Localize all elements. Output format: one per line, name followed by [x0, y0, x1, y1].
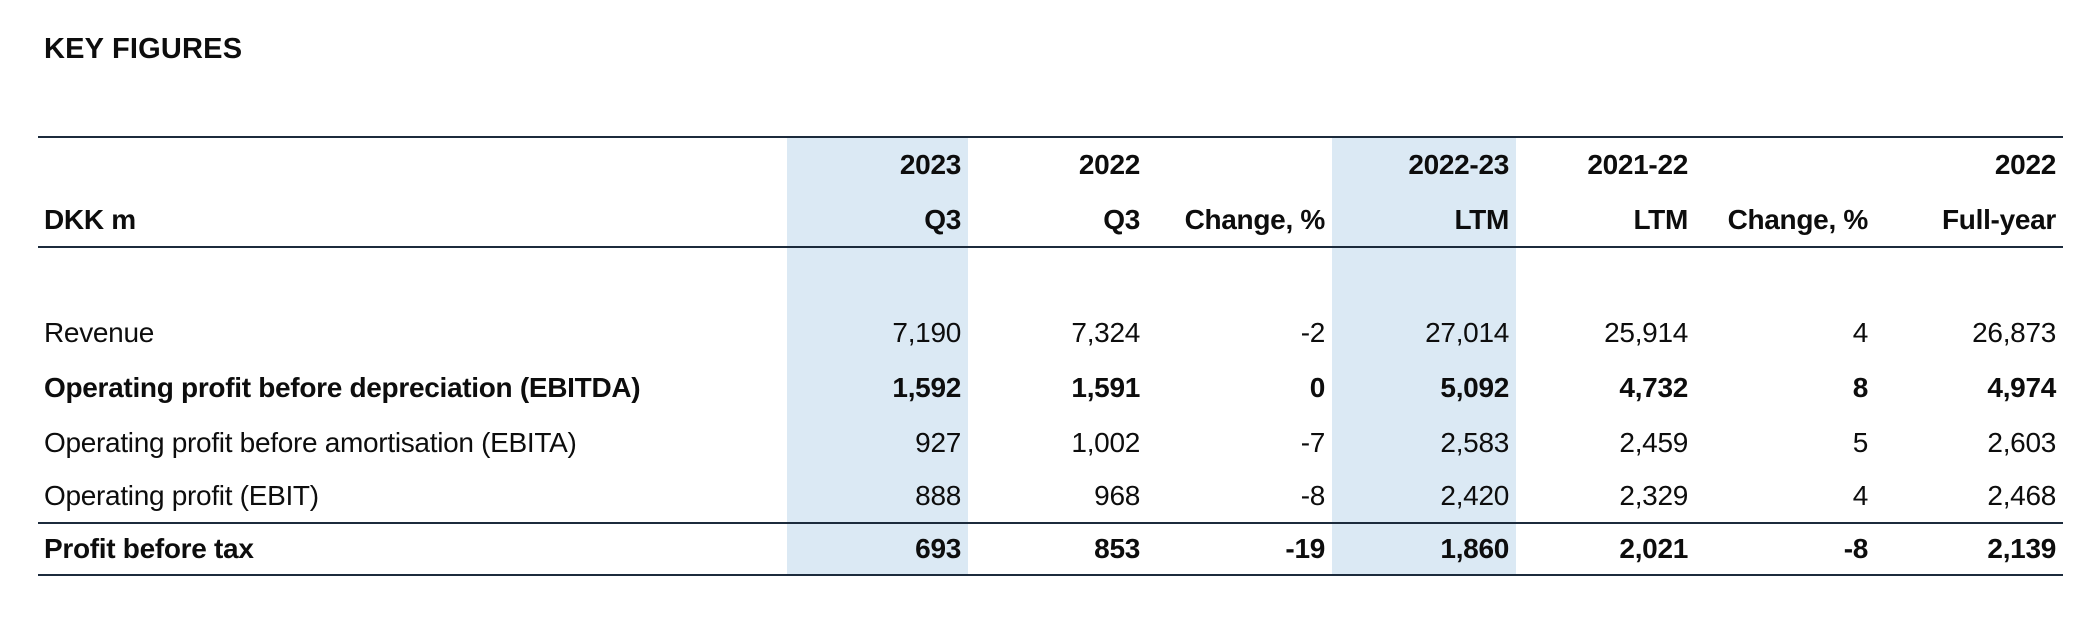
rule-top	[38, 136, 2063, 138]
key-figures-table: 2023 2022 2022-23 2021-22 2022 DKK m Q3 …	[38, 136, 2063, 576]
header-period: Full-year	[1941, 203, 2056, 235]
cell-value: 8	[1852, 371, 1869, 403]
cell-value: 5	[1852, 426, 1869, 458]
cell-value: 853	[1094, 533, 1140, 564]
header-row-years: 2023 2022 2022-23 2021-22 2022	[38, 136, 2063, 193]
row-label: Profit before tax	[44, 533, 254, 564]
cell-value: 888	[915, 480, 961, 511]
cell-value: 4,732	[1619, 371, 1688, 403]
cell-value: 7,324	[1071, 317, 1140, 348]
cell-value: -8	[1300, 480, 1326, 511]
header-year: 2022	[1078, 148, 1140, 180]
cell-value: 2,459	[1619, 426, 1688, 458]
header-period: Q3	[1103, 203, 1140, 235]
cell-value: 26,873	[1972, 317, 2056, 348]
cell-value: 1,860	[1440, 533, 1509, 564]
cell-value: 2,021	[1619, 533, 1688, 564]
header-row-periods: DKK m Q3 Q3 Change, % LTM LTM Change, % …	[38, 193, 2063, 246]
cell-value: 2,468	[1987, 480, 2056, 511]
header-period: Q3	[924, 203, 961, 235]
rule-above-total	[38, 522, 2063, 524]
table-body: 2023 2022 2022-23 2021-22 2022 DKK m Q3 …	[38, 136, 2063, 576]
cell-value: 2,139	[1987, 533, 2056, 564]
cell-value: 927	[915, 426, 961, 458]
highlight-column-2023-q3	[787, 136, 968, 576]
cell-value: -2	[1300, 317, 1326, 348]
cell-value: 2,583	[1440, 426, 1509, 458]
cell-value: 4	[1852, 480, 1869, 511]
row-label: Operating profit before depreciation (EB…	[44, 371, 641, 403]
header-year: 2021-22	[1587, 148, 1688, 180]
spacer-row	[38, 246, 2063, 306]
cell-value: 0	[1309, 371, 1326, 403]
cell-value: -19	[1285, 533, 1325, 564]
cell-value: 4	[1852, 317, 1869, 348]
table-row-ebita: Operating profit before amortisation (EB…	[38, 415, 2063, 470]
cell-value: 27,014	[1425, 317, 1509, 348]
header-year: 2022	[1994, 148, 2056, 180]
header-period: LTM	[1454, 203, 1509, 235]
header-year: 2022-23	[1408, 148, 1509, 180]
row-label: Revenue	[44, 317, 154, 348]
cell-value: 2,420	[1440, 480, 1509, 511]
header-period: LTM	[1633, 203, 1688, 235]
cell-value: 1,592	[892, 371, 961, 403]
cell-value: 693	[915, 533, 961, 564]
header-year: 2023	[899, 148, 961, 180]
cell-value: 4,974	[1987, 371, 2056, 403]
cell-value: 1,002	[1071, 426, 1140, 458]
header-period: Change, %	[1727, 203, 1869, 235]
row-label: Operating profit (EBIT)	[44, 480, 319, 511]
cell-value: 7,190	[892, 317, 961, 348]
highlight-column-2022-23-ltm	[1332, 136, 1516, 576]
table-row-ebit: Operating profit (EBIT) 888 968 -8 2,420…	[38, 470, 2063, 522]
page-title: KEY FIGURES	[44, 33, 243, 65]
cell-value: -8	[1843, 533, 1869, 564]
table-row-revenue: Revenue 7,190 7,324 -2 27,014 25,914 4 2…	[38, 306, 2063, 360]
rule-bottom	[38, 574, 2063, 576]
cell-value: 2,603	[1987, 426, 2056, 458]
cell-value: 968	[1094, 480, 1140, 511]
header-period: Change, %	[1184, 203, 1326, 235]
rule-under-header	[38, 246, 2063, 248]
cell-value: -7	[1300, 426, 1326, 458]
unit-label: DKK m	[44, 203, 136, 235]
table-row-ebitda: Operating profit before depreciation (EB…	[38, 360, 2063, 415]
cell-value: 1,591	[1071, 371, 1140, 403]
row-label: Operating profit before amortisation (EB…	[44, 426, 577, 458]
cell-value: 25,914	[1604, 317, 1688, 348]
cell-value: 5,092	[1440, 371, 1509, 403]
cell-value: 2,329	[1619, 480, 1688, 511]
table-row-profit-before-tax: Profit before tax 693 853 -19 1,860 2,02…	[38, 522, 2063, 576]
